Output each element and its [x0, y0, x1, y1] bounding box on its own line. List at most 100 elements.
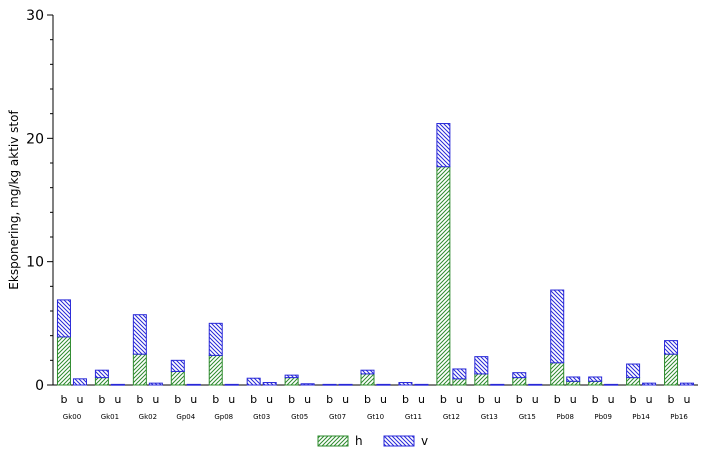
bar-segment-v-Gk01-u: [110, 383, 125, 386]
group-label: Pb09: [594, 413, 612, 421]
subcategory-label: u: [76, 393, 83, 406]
group-label: Gp08: [214, 413, 233, 421]
bar-segment-h-Pb14-b: [626, 377, 641, 386]
subcategory-label: b: [478, 393, 485, 406]
bar-segment-h-Gp04-b: [170, 370, 185, 386]
subcategory-label: b: [250, 393, 257, 406]
group-label: Pb14: [632, 413, 650, 421]
plot-area: [56, 123, 695, 386]
group-label: Gp04: [176, 413, 195, 421]
y-axis: 0 10 20 30: [26, 8, 698, 394]
bar-segment-v-Gt12-b: [436, 123, 451, 168]
bar-segment-v-Gp08-u: [224, 383, 239, 386]
subcategory-label: b: [402, 393, 409, 406]
bar-segment-v-Gk00-u: [72, 378, 87, 386]
subcategory-label: u: [418, 393, 425, 406]
y-tick-label: 20: [26, 131, 44, 147]
bar-segment-v-Gt03-u: [262, 382, 277, 386]
bar-segment-h-Gt10-b: [360, 373, 375, 386]
bar-segment-h-Pb08-u: [566, 380, 581, 386]
bar-segment-v-Gk00-b: [56, 299, 71, 338]
subcategory-label: b: [212, 393, 219, 406]
subcategory-label: b: [288, 393, 295, 406]
bar-segment-v-Gk02-b: [132, 314, 147, 355]
group-label: Pb08: [556, 413, 574, 421]
bar-segment-v-Gp04-u: [186, 383, 201, 386]
subcategory-label: u: [152, 393, 159, 406]
bar-segment-h-Gp08-b: [208, 354, 223, 386]
bar-segment-h-Gt12-u: [452, 378, 467, 386]
bar-segment-h-Gt05-b: [284, 377, 299, 386]
legend-swatch-v: [383, 435, 415, 447]
bar-segment-h-Gt12-b: [436, 166, 451, 386]
subcategory-label: u: [228, 393, 235, 406]
group-label: Gt13: [481, 413, 498, 421]
bar-segment-h-Gk02-b: [132, 353, 147, 386]
subcategory-label: b: [98, 393, 105, 406]
bar-segment-v-Gt03-b: [246, 377, 261, 386]
y-tick-label: 0: [35, 378, 44, 394]
bar-segment-v-Gt10-b: [360, 369, 375, 375]
bar-segment-h-Gk00-b: [56, 336, 71, 386]
bar-segment-v-Pb14-u: [642, 382, 657, 386]
bar-segment-v-Gt11-u: [414, 383, 429, 386]
bar-segment-h-Gt13-b: [474, 373, 489, 386]
legend-label-h: h: [355, 434, 363, 448]
subcategory-label: b: [364, 393, 371, 406]
bar-segment-h-Pb08-b: [550, 362, 565, 386]
bar-segment-v-Gt15-b: [512, 372, 527, 379]
bar-segment-h-Gt15-b: [512, 377, 527, 386]
bar-segment-v-Pb16-b: [664, 340, 679, 355]
subcategory-label: u: [494, 393, 501, 406]
subcategory-label: b: [592, 393, 599, 406]
bar-segment-v-Pb09-u: [604, 383, 619, 386]
subcategory-label: b: [440, 393, 447, 406]
bar-segment-v-Gp04-b: [170, 359, 185, 372]
bar-segment-v-Gt07-b: [322, 383, 337, 386]
bar-segment-v-Gt05-u: [300, 383, 315, 386]
subcategory-label: u: [684, 393, 691, 406]
subcategory-label: u: [646, 393, 653, 406]
subcategory-label: u: [570, 393, 577, 406]
subcategory-label: b: [174, 393, 181, 406]
bar-segment-v-Gt11-b: [398, 382, 413, 386]
subcategory-label: b: [326, 393, 333, 406]
bar-segment-v-Gt05-b: [284, 374, 299, 379]
bar-segment-v-Gp08-b: [208, 322, 223, 356]
group-label: Gt12: [443, 413, 460, 421]
group-label: Gt10: [367, 413, 384, 421]
subcategory-label: u: [304, 393, 311, 406]
bar-segment-v-Pb09-b: [588, 376, 603, 382]
bar-segment-v-Gt13-u: [490, 383, 505, 386]
subcategory-label: b: [630, 393, 637, 406]
subcategory-label: b: [668, 393, 675, 406]
group-label: Gt11: [405, 413, 422, 421]
subcategory-label: u: [190, 393, 197, 406]
bar-segment-v-Pb16-u: [680, 382, 695, 386]
group-label: Gt03: [253, 413, 270, 421]
bar-segment-v-Gt13-b: [474, 356, 489, 375]
subcategory-label: u: [114, 393, 121, 406]
subcategory-label: u: [266, 393, 273, 406]
subcategory-label: b: [516, 393, 523, 406]
bar-segment-v-Gk02-u: [148, 382, 163, 386]
subcategory-label: u: [608, 393, 615, 406]
subcategory-label: u: [456, 393, 463, 406]
y-tick-label: 30: [26, 8, 44, 24]
bar-segment-h-Gk01-b: [94, 377, 109, 386]
bar-segment-v-Pb08-b: [550, 289, 565, 364]
bar-segment-v-Gt07-u: [338, 383, 353, 386]
bar-segment-v-Pb14-b: [626, 363, 641, 379]
bar-segment-v-Gt12-u: [452, 368, 467, 380]
subcategory-label: b: [136, 393, 143, 406]
y-tick-label: 10: [26, 255, 44, 271]
bar-segment-h-Pb16-b: [664, 353, 679, 386]
subcategory-label: u: [532, 393, 539, 406]
group-label: Pb16: [670, 413, 688, 421]
group-label: Gk02: [139, 413, 157, 421]
group-label: Gt05: [291, 413, 308, 421]
legend-swatch-h: [317, 435, 349, 447]
